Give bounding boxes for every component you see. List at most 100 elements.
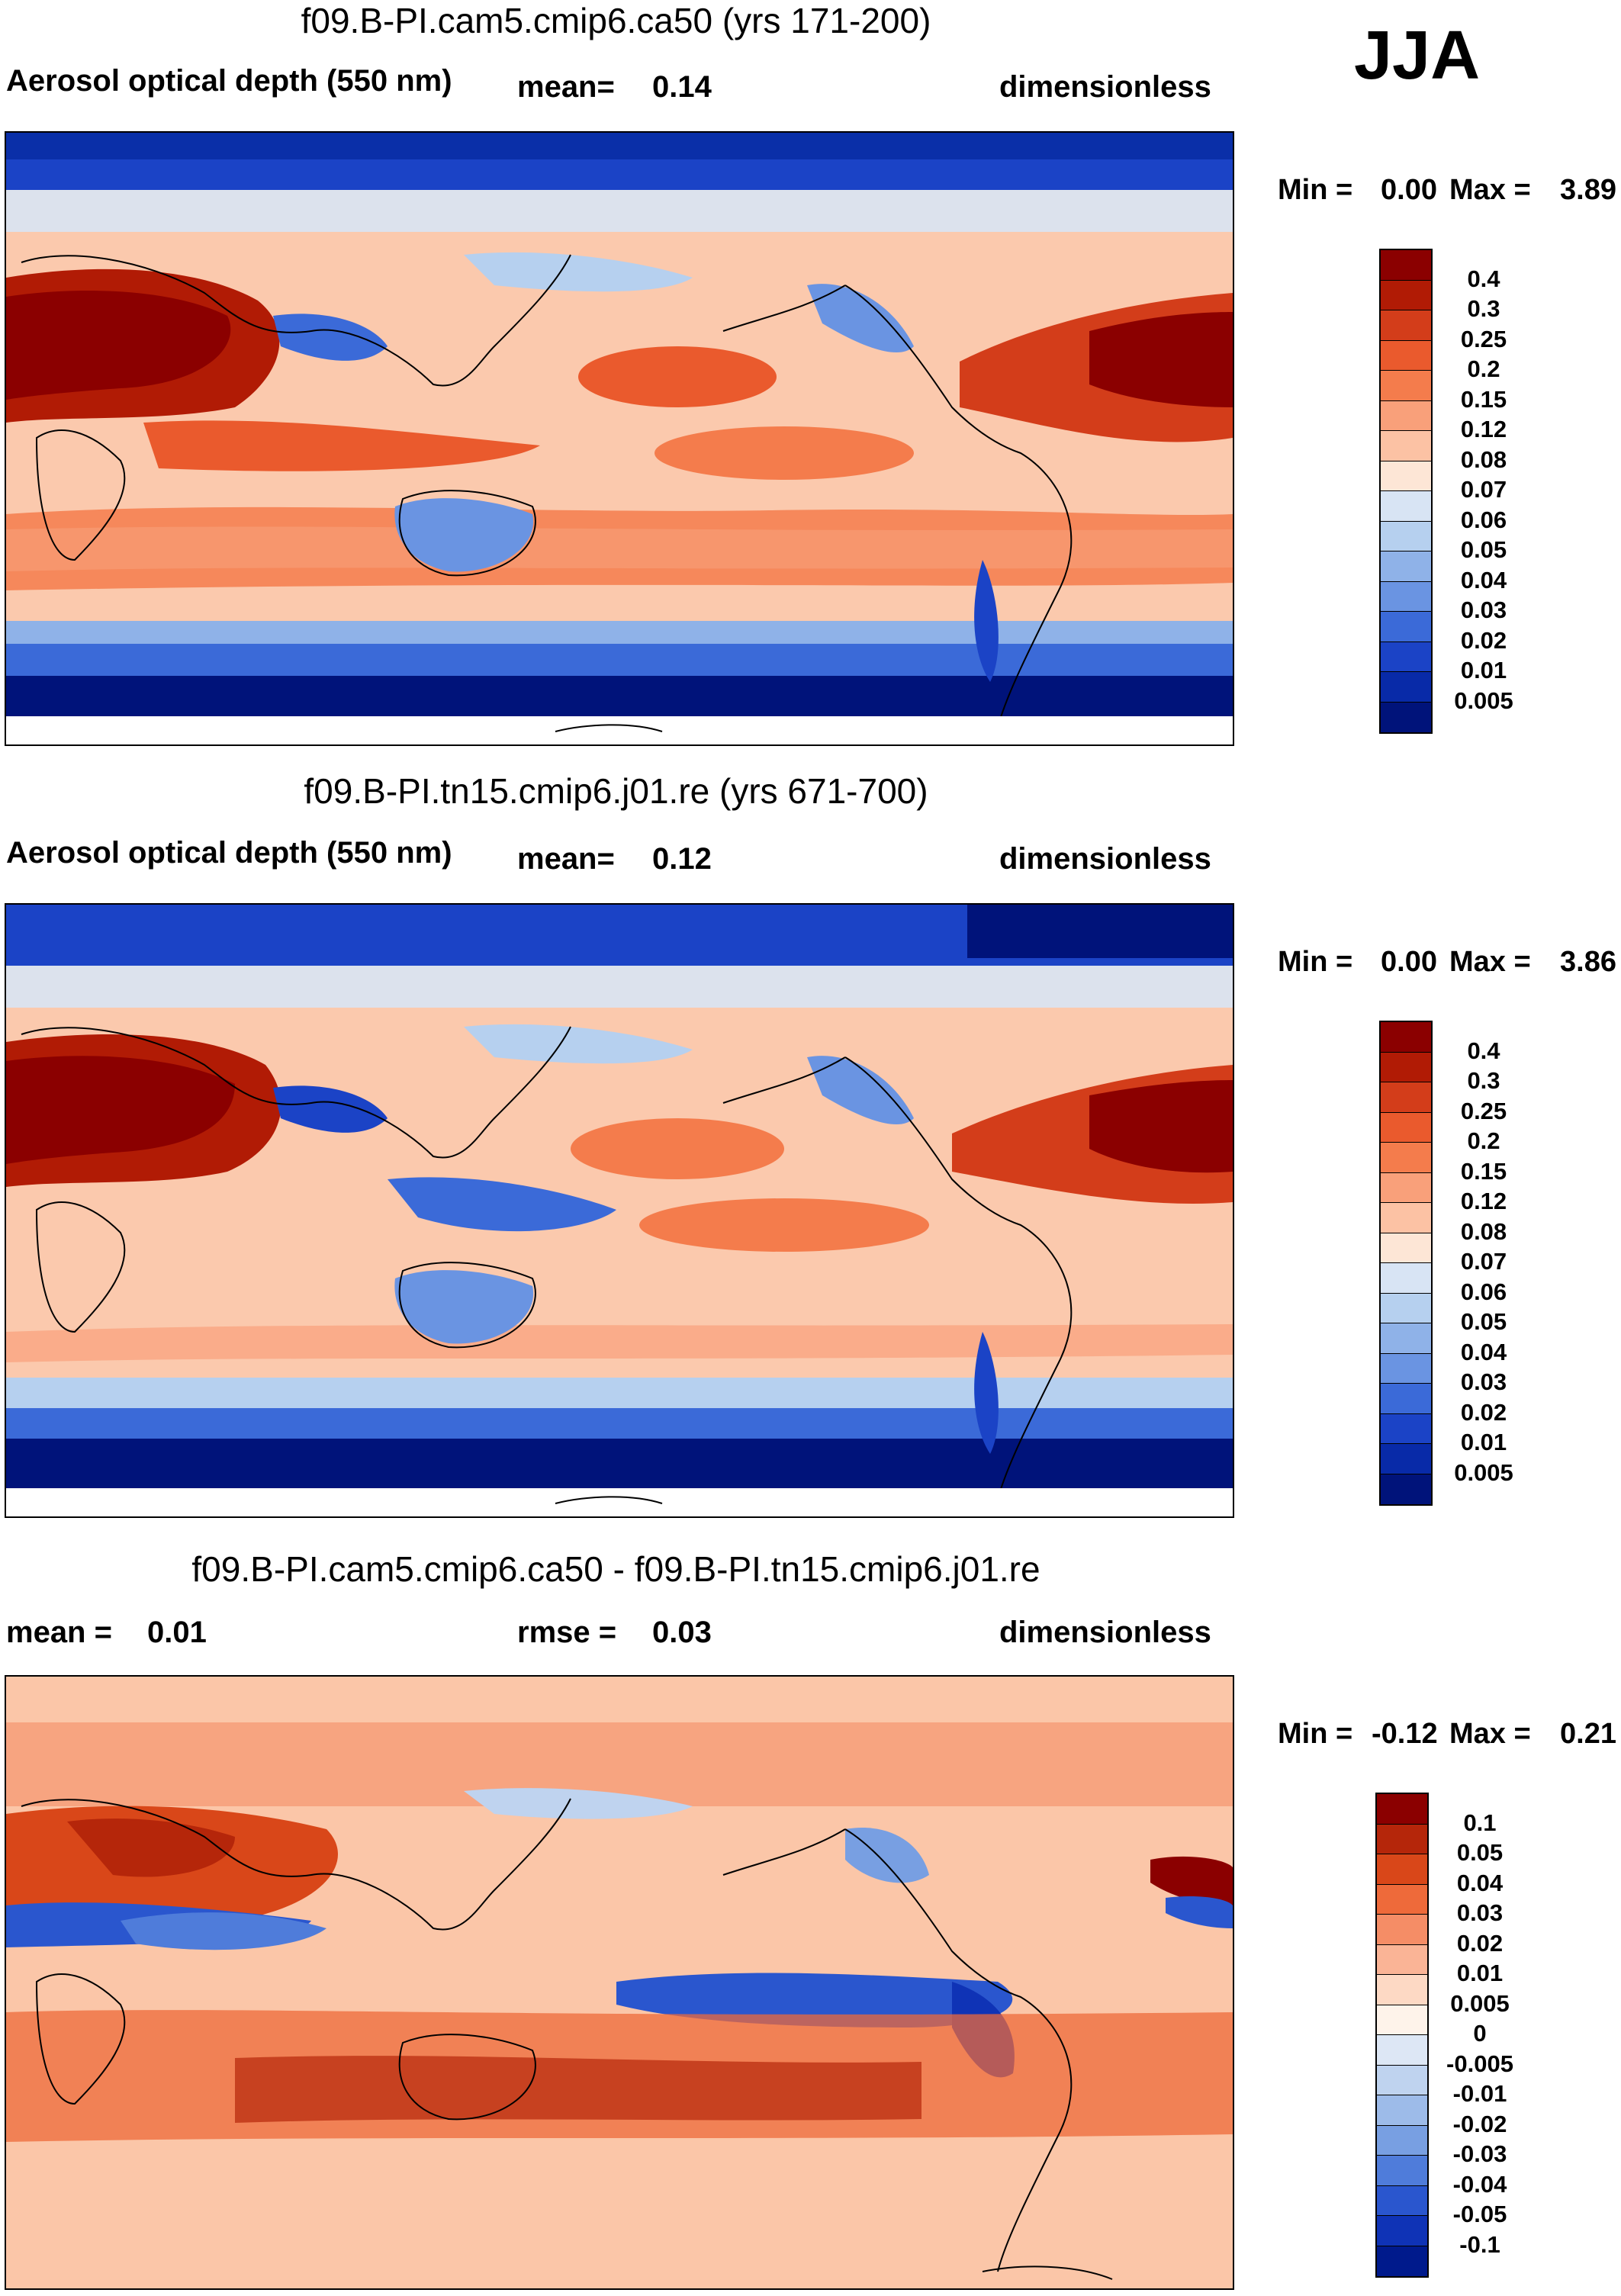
colorbar-tick-label: 0.25	[1460, 325, 1507, 352]
south-band-mid	[6, 1408, 1233, 1442]
colorbar-tick-label: 0.07	[1460, 476, 1507, 503]
colorbar-swatch	[1377, 2185, 1427, 2216]
colorbar-swatch	[1381, 340, 1431, 371]
panel-2-variable-label: Aerosol optical depth (550 nm)	[6, 836, 452, 870]
north-mid-band	[6, 1722, 1233, 1806]
coastlines	[21, 254, 1073, 728]
colorbar-swatch	[1381, 1203, 1431, 1233]
colorbar-tick-label: 0.01	[1456, 1960, 1504, 1986]
colorbar-tick-label: 0.03	[1460, 1368, 1507, 1395]
panel-1-mean-key: mean=	[517, 70, 615, 104]
dust-core-atlantic	[1089, 312, 1233, 407]
colorbar-swatch	[1377, 2156, 1427, 2186]
panel-1-variable-label: Aerosol optical depth (550 nm)	[6, 64, 452, 98]
panel-1-colorbar-ticks: 0.4 0.3 0.25 0.2 0.15 0.12 0.08 0.07 0.06 0.05 0.0…	[1434, 249, 1533, 731]
colorbar-swatch	[1377, 1854, 1427, 1885]
panel-1-min-label: Min =	[1278, 174, 1353, 206]
panel-2-min-value: 0.00	[1381, 946, 1437, 978]
panel-3-mean-value: 0.01	[147, 1616, 207, 1649]
north-pacific-light	[464, 1788, 693, 1819]
colorbar-tick-label: 0.07	[1460, 1248, 1507, 1275]
panel-1-max-label: Max =	[1449, 174, 1531, 206]
colorbar-tick-label: -0.05	[1452, 2201, 1507, 2227]
colorbar-swatch	[1381, 431, 1431, 461]
panel-1-map	[5, 131, 1234, 746]
panel-3-mean-key: mean =	[6, 1616, 112, 1649]
colorbar-tick-label: 0.01	[1460, 657, 1507, 683]
colorbar-swatch	[1381, 371, 1431, 401]
antarctica-edge	[555, 1496, 663, 1504]
colorbar-tick-label: 0.2	[1467, 355, 1500, 382]
south-orange-band	[6, 1324, 1233, 1362]
north-america-negative	[845, 1828, 929, 1883]
north-america-low-aod	[807, 284, 914, 353]
colorbar-swatch	[1381, 280, 1431, 310]
north-pacific-light	[464, 1024, 693, 1064]
panel-2-min-label: Min =	[1278, 946, 1353, 978]
indian-ocean-plume	[143, 420, 540, 471]
colorbar-swatch	[1381, 310, 1431, 341]
colorbar-tick-label: 0.02	[1456, 1929, 1504, 1957]
asia-low-aod	[273, 314, 388, 361]
panel-2-units: dimensionless	[999, 842, 1211, 876]
dust-core-africa	[6, 291, 231, 400]
colorbar-swatch	[1381, 521, 1431, 551]
colorbar-swatch	[1381, 1263, 1431, 1294]
colorbar-tick-label: 0.12	[1460, 416, 1507, 442]
colorbar-swatch	[1377, 1975, 1427, 2005]
season-label: JJA	[1354, 18, 1481, 94]
colorbar-swatch	[1381, 1052, 1431, 1082]
colorbar-tick-label: 0.005	[1454, 1458, 1513, 1486]
colorbar-swatch	[1381, 1323, 1431, 1354]
colorbar-swatch	[1377, 2125, 1427, 2156]
south-band-mid	[6, 644, 1233, 678]
colorbar-tick-label: 0.005	[1454, 687, 1513, 714]
colorbar-tick-label: 0.08	[1460, 1217, 1507, 1245]
colorbar-tick-label: 0.03	[1456, 1899, 1504, 1926]
panel-2-colorbar-ticks: 0.4 0.3 0.25 0.2 0.15 0.12 0.08 0.07 0.06 0.05 0.0…	[1434, 1021, 1533, 1503]
colorbar-tick-label: 0.01	[1460, 1429, 1507, 1455]
panel-2-max-label: Max =	[1449, 946, 1531, 978]
indian-negative	[121, 1912, 326, 1950]
australia-low-aod	[394, 498, 534, 572]
no-data-strip	[6, 1488, 1233, 1516]
colorbar-swatch	[1381, 1413, 1431, 1444]
asia-low-aod	[273, 1085, 388, 1133]
colorbar-tick-label: 0.02	[1460, 626, 1507, 654]
panel-2-map	[5, 903, 1234, 1518]
south-band-light	[6, 1378, 1233, 1412]
panel-3-max-value: 0.21	[1560, 1718, 1616, 1750]
panel-2-title: f09.B-PI.tn15.cmip6.j01.re (yrs 671-700)	[304, 771, 928, 811]
southern-ocean-positive-core	[235, 2056, 921, 2123]
colorbar-tick-label: 0.15	[1460, 1157, 1507, 1185]
colorbar-swatch	[1377, 1824, 1427, 1854]
panel-3-min-label: Min =	[1278, 1718, 1353, 1750]
itcz-negative	[616, 1973, 1013, 2027]
colorbar-swatch	[1381, 551, 1431, 582]
colorbar-tick-label: -0.04	[1452, 2170, 1507, 2198]
panel-3-colorbar-ticks: 0.1 0.05 0.04 0.03 0.02 0.01 0.005 0 -0.005 -0.01…	[1430, 1793, 1529, 2275]
colorbar-swatch	[1381, 1082, 1431, 1113]
panel-3-rmse-value: 0.03	[652, 1616, 712, 1649]
colorbar-tick-label: 0.3	[1467, 295, 1500, 322]
no-data-strip	[6, 716, 1233, 744]
colorbar-tick-label: 0.15	[1460, 385, 1507, 413]
panel-3-title: f09.B-PI.cam5.cmip6.ca50 - f09.B-PI.tn15…	[191, 1549, 1040, 1589]
colorbar-swatch	[1381, 581, 1431, 612]
panel-1-units: dimensionless	[999, 70, 1211, 104]
antarctic-band	[6, 676, 1233, 716]
colorbar-tick-label: 0.3	[1467, 1067, 1500, 1094]
panel-1-mean-value: 0.14	[652, 70, 712, 104]
panel-1-min-value: 0.00	[1381, 174, 1437, 206]
antarctica-edge	[555, 724, 663, 732]
south-america-low-aod	[974, 560, 999, 682]
colorbar-swatch	[1381, 702, 1431, 732]
colorbar-tick-label: 0.08	[1460, 445, 1507, 473]
panel-2-mean-value: 0.12	[652, 842, 712, 876]
colorbar-tick-label: -0.02	[1452, 2110, 1507, 2137]
panel-2-colorbar	[1379, 1021, 1433, 1506]
coastlines	[21, 1798, 1113, 2280]
panel-1-colorbar	[1379, 249, 1433, 734]
panel-3-colorbar	[1375, 1793, 1429, 2278]
colorbar-tick-label: 0.05	[1460, 536, 1507, 563]
